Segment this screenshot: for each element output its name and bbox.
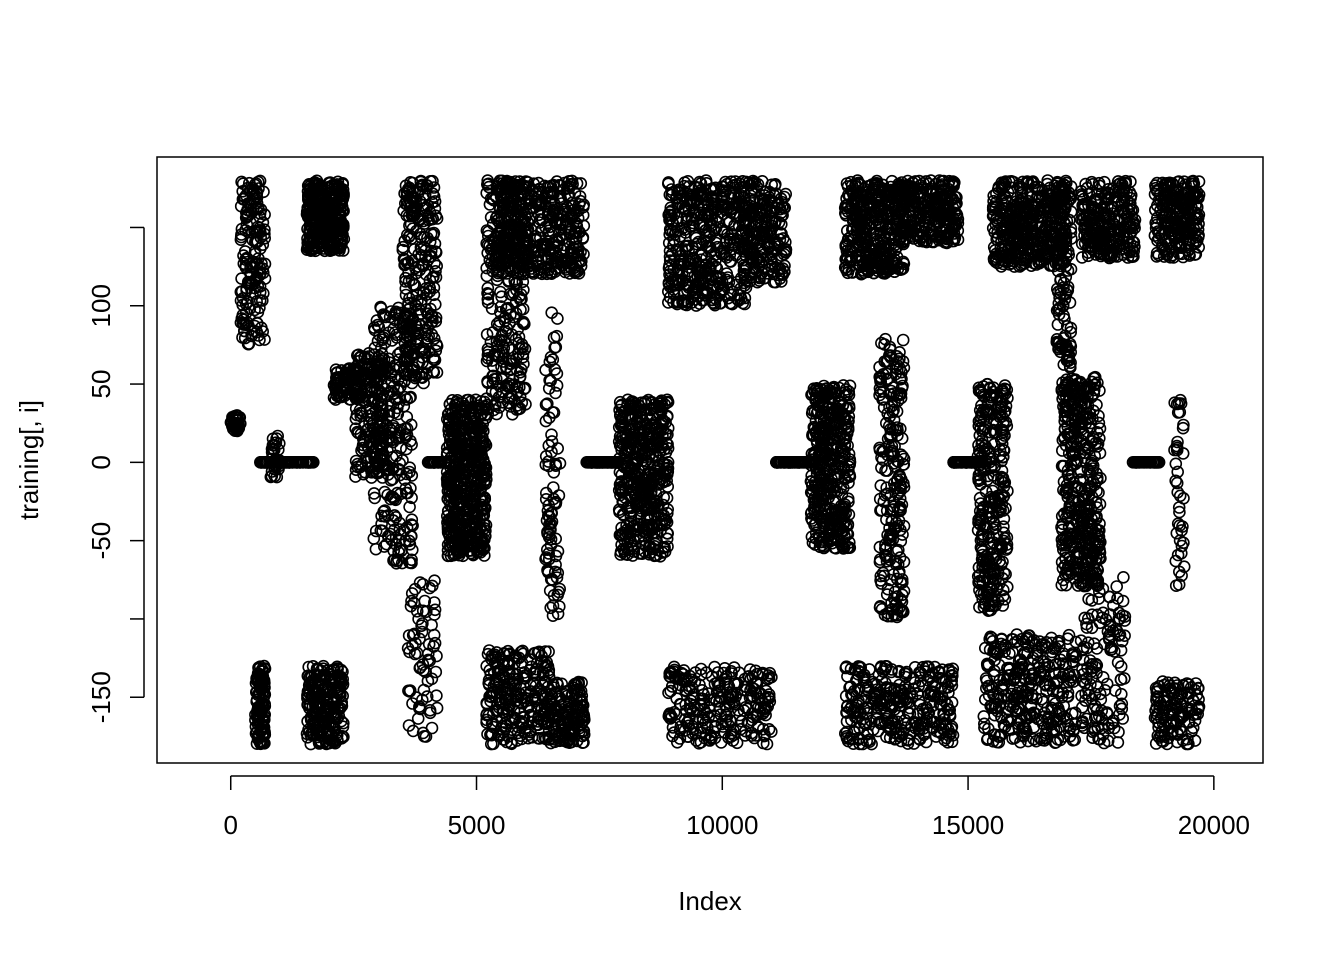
data-point bbox=[250, 710, 264, 724]
data-point bbox=[306, 455, 320, 469]
data-point bbox=[249, 177, 263, 190]
data-point bbox=[244, 268, 258, 282]
data-point bbox=[253, 667, 266, 681]
data-point bbox=[550, 367, 564, 380]
data-point bbox=[299, 455, 313, 469]
data-point bbox=[270, 470, 284, 484]
data-point bbox=[546, 481, 560, 494]
data-point bbox=[269, 453, 283, 466]
data-point bbox=[241, 295, 254, 309]
data-point bbox=[235, 285, 249, 298]
data-point bbox=[268, 458, 281, 472]
data-point bbox=[255, 257, 268, 270]
data-point bbox=[236, 291, 250, 305]
data-point bbox=[250, 325, 264, 339]
data-point bbox=[256, 325, 270, 338]
data-points bbox=[224, 174, 1206, 751]
data-point bbox=[241, 275, 255, 289]
data-point bbox=[235, 228, 248, 241]
data-point bbox=[258, 272, 272, 285]
data-point bbox=[257, 680, 271, 694]
data-point bbox=[243, 302, 257, 316]
data-point bbox=[234, 316, 248, 329]
data-point bbox=[254, 725, 267, 738]
data-point bbox=[236, 308, 250, 322]
data-point bbox=[265, 469, 279, 483]
data-point bbox=[258, 227, 271, 241]
data-point bbox=[237, 257, 251, 271]
data-point bbox=[238, 324, 251, 338]
data-point bbox=[255, 707, 268, 720]
data-point bbox=[545, 428, 558, 442]
data-point bbox=[290, 455, 304, 469]
data-point bbox=[239, 224, 252, 237]
data-point bbox=[248, 245, 262, 258]
data-point bbox=[224, 416, 238, 429]
data-point bbox=[239, 211, 253, 224]
data-point bbox=[231, 420, 244, 433]
data-point bbox=[236, 331, 249, 344]
data-point bbox=[253, 301, 266, 315]
data-point bbox=[236, 177, 250, 190]
data-point bbox=[247, 184, 260, 198]
data-point bbox=[244, 197, 257, 210]
data-point bbox=[235, 175, 248, 189]
data-point bbox=[258, 736, 271, 750]
data-point bbox=[258, 688, 272, 701]
data-point bbox=[254, 231, 268, 244]
data-point bbox=[234, 294, 248, 307]
data-point bbox=[253, 210, 267, 224]
data-point bbox=[250, 295, 263, 308]
data-point bbox=[269, 436, 283, 450]
